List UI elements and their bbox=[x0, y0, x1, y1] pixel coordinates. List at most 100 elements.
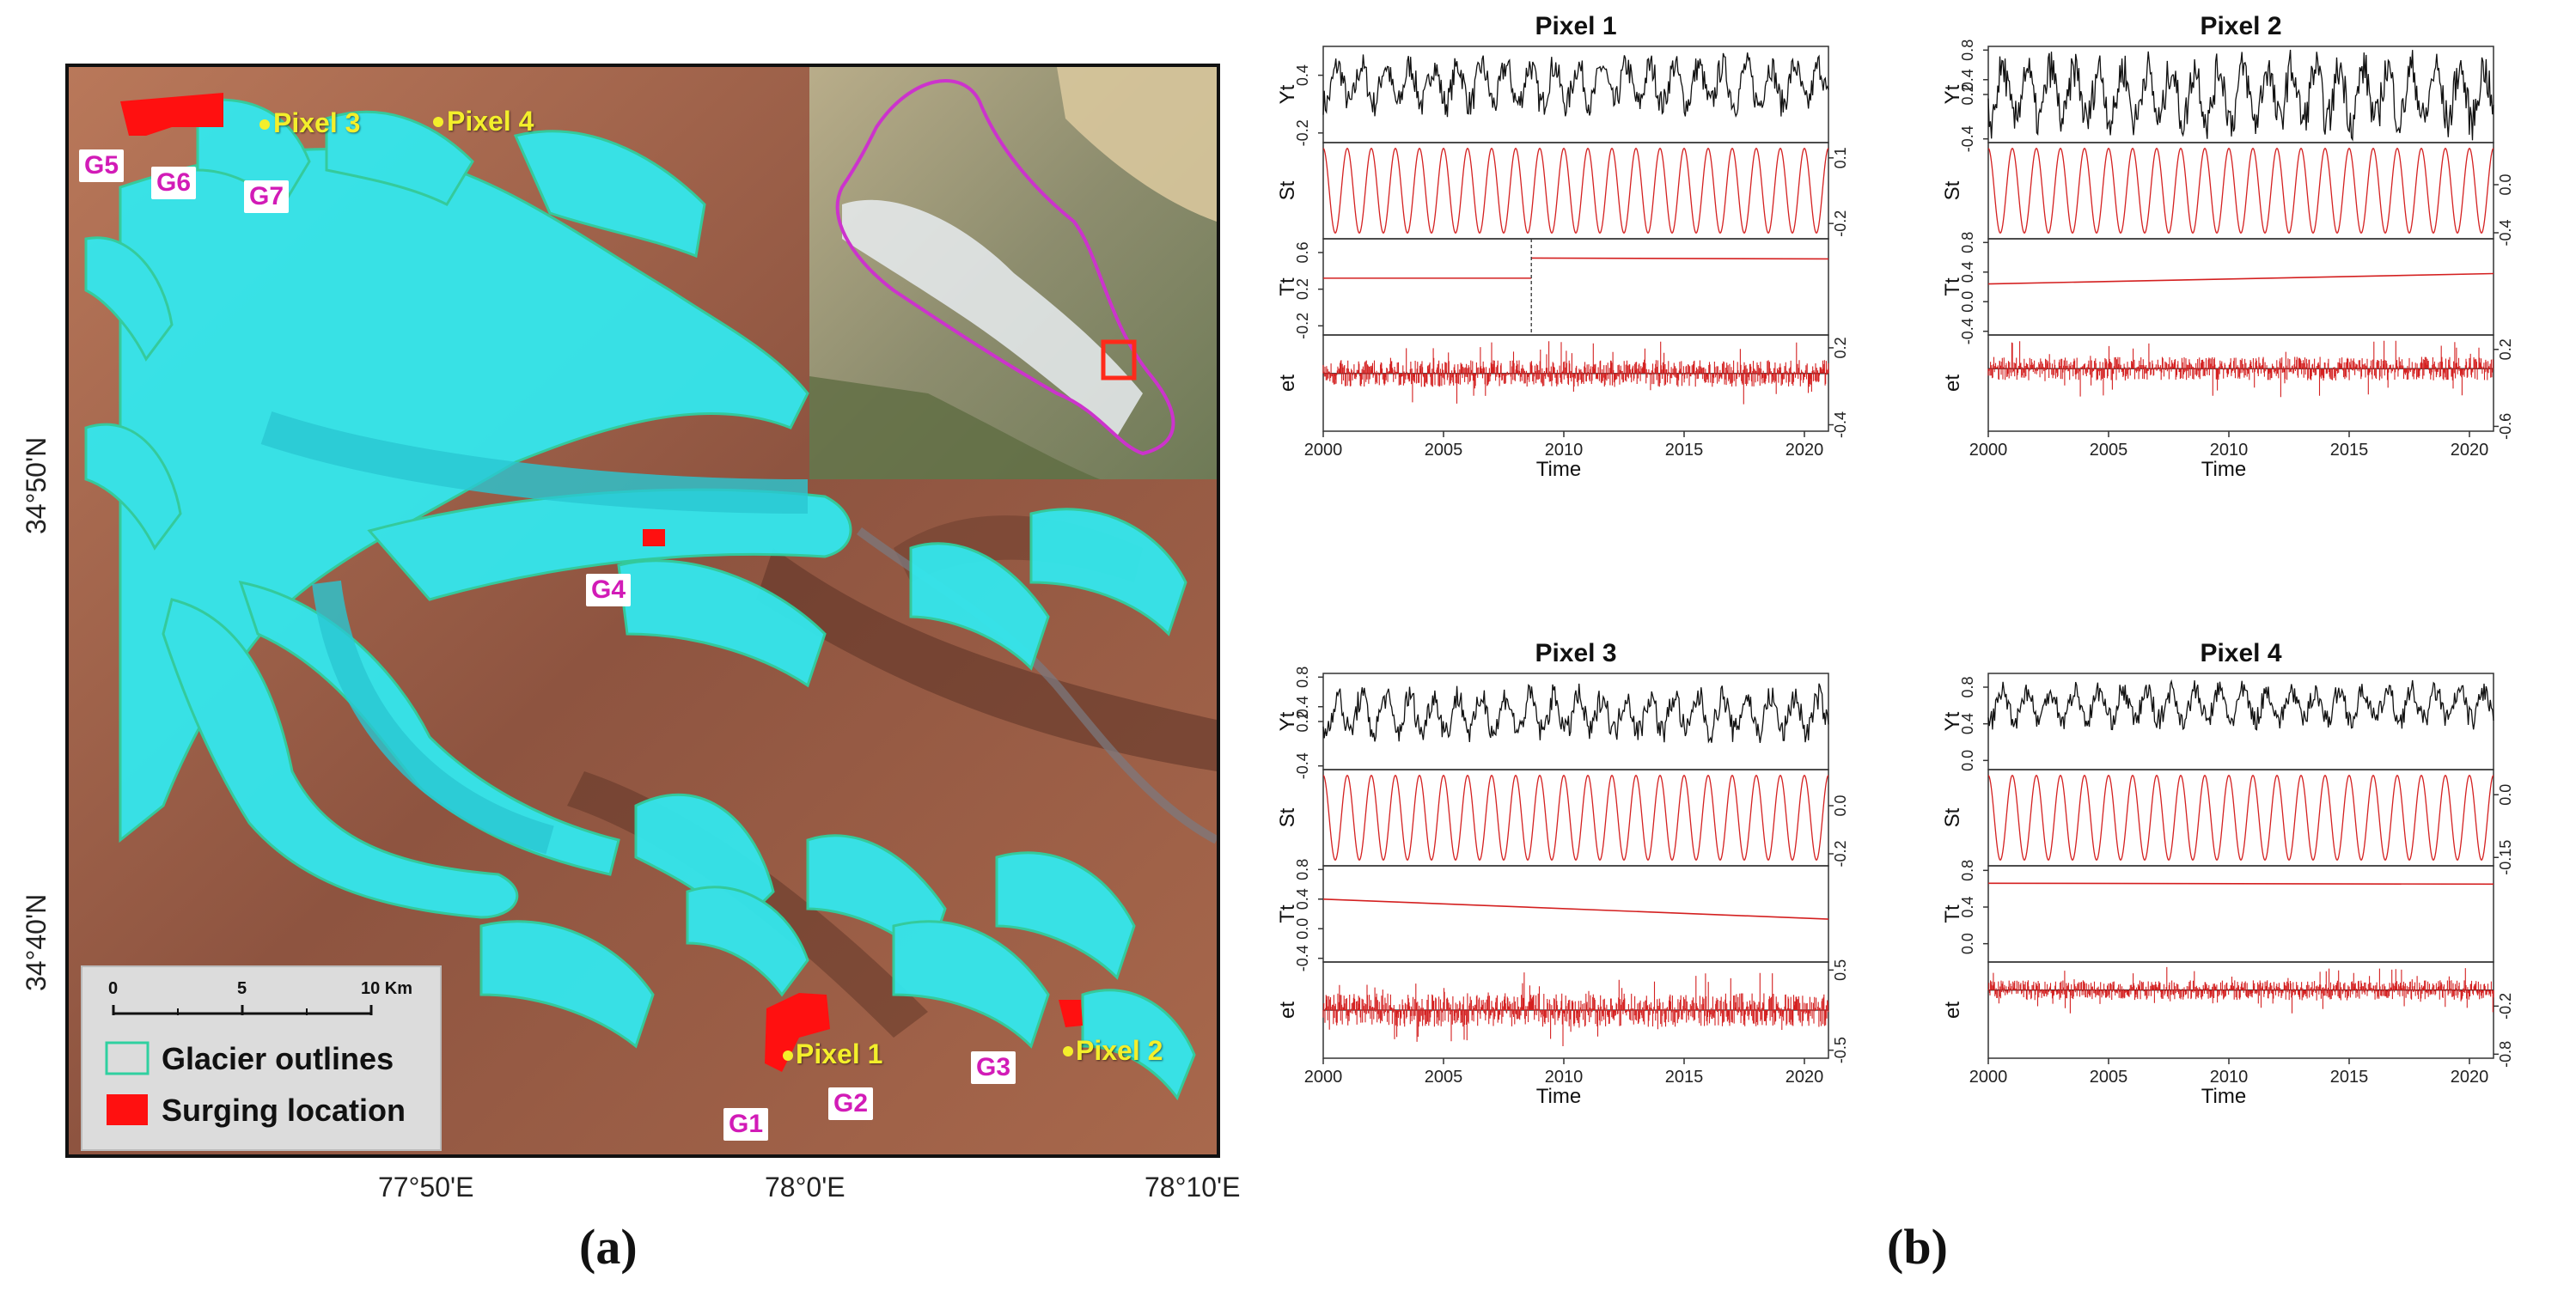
component-label: et bbox=[1941, 374, 1964, 392]
y-tick-label: 0.4 bbox=[1959, 713, 1976, 734]
y-tick-label: 0.4 bbox=[1294, 888, 1311, 910]
x-tick-label: 2020 bbox=[1785, 441, 1824, 460]
glacier-label-g6: G6 bbox=[151, 167, 197, 199]
y-tick-label: 0.2 bbox=[1294, 710, 1311, 732]
y-tick-label: 0.8 bbox=[1294, 859, 1311, 880]
scale-tick-0: 0 bbox=[108, 979, 119, 998]
component-label: Yt bbox=[1276, 711, 1299, 731]
x-tick-label: 2010 bbox=[1545, 441, 1584, 460]
y-tick-label: 0.0 bbox=[2497, 784, 2514, 806]
x-tick-label: 2000 bbox=[1304, 1068, 1343, 1087]
glacier-label-g4: G4 bbox=[586, 574, 632, 606]
seasonal-series bbox=[1987, 774, 2494, 862]
x-tick-label: 2005 bbox=[1425, 441, 1463, 460]
pixel-label-2: Pixel 2 bbox=[1076, 1035, 1163, 1066]
scale-bar bbox=[105, 1005, 373, 1125]
residual-series bbox=[1987, 966, 2494, 1014]
y-tick-label: 0.4 bbox=[1294, 696, 1311, 717]
trend-segment bbox=[1987, 882, 2494, 886]
decomposition-chart: Yt -0.2 0.4 St -0.2 0.1 Tt -0.2 0.2 0.6 et -0.4 0.2 2… bbox=[1276, 46, 1849, 481]
inset-lowland bbox=[809, 376, 1100, 479]
y-tick-label: 0.0 bbox=[1832, 795, 1849, 816]
y-tick-label: -0.2 bbox=[1294, 313, 1311, 339]
x-axis-label: Time bbox=[2201, 458, 2246, 481]
x-tick-label: 2010 bbox=[2210, 1068, 2249, 1087]
main-glacier-trunk bbox=[312, 580, 554, 855]
y-tick-label: 0.0 bbox=[2497, 174, 2514, 195]
component-label: Tt bbox=[1276, 277, 1299, 296]
x-axis-label: Time bbox=[1536, 458, 1581, 481]
y-tick-label: 0.4 bbox=[1294, 64, 1311, 86]
component-label: St bbox=[1276, 180, 1299, 200]
study-area-box bbox=[1101, 339, 1137, 381]
x-tick-label: 2000 bbox=[1969, 441, 2008, 460]
y-tick-label: -0.2 bbox=[1832, 840, 1849, 867]
panel-frame bbox=[1987, 865, 2494, 963]
x-tick-label: 2010 bbox=[2210, 441, 2249, 460]
y-tick-label: 0.0 bbox=[1959, 291, 1976, 313]
component-label: St bbox=[1941, 807, 1964, 827]
x-tick-label: 2005 bbox=[1425, 1068, 1463, 1087]
component-label: Yt bbox=[1941, 711, 1964, 731]
panel-frame bbox=[1322, 769, 1829, 867]
decomposition-chart: Yt-0.40.20.40.8St-0.20.0Tt-0.40.00.40.8e… bbox=[1276, 667, 1849, 1108]
x-tick-label: 2010 bbox=[1545, 1068, 1584, 1087]
y-tick-label: -0.4 bbox=[1832, 411, 1849, 438]
y-tick-label: -0.4 bbox=[1294, 945, 1311, 971]
legend-label-glacier-outlines: Glacier outlines bbox=[162, 1041, 394, 1076]
glacier-label-g2: G2 bbox=[828, 1087, 874, 1120]
legend-label-surging-location: Surging location bbox=[162, 1093, 406, 1128]
panel-letter-a: (a) bbox=[579, 1219, 638, 1275]
x-tick-label: 2015 bbox=[1665, 441, 1704, 460]
observed-series bbox=[1322, 52, 1829, 118]
trend-segment bbox=[1531, 257, 1829, 260]
component-label: Tt bbox=[1941, 904, 1964, 923]
x-tick-label: 2015 bbox=[1665, 1068, 1704, 1087]
chart-title: Pixel 4 bbox=[2200, 639, 2282, 667]
y-tick-label: 0.4 bbox=[1959, 896, 1976, 917]
residual-series bbox=[1987, 340, 2494, 398]
glacier-label-g5: G5 bbox=[79, 149, 125, 182]
component-label: Tt bbox=[1941, 277, 1964, 296]
panel-frame bbox=[1987, 142, 2494, 240]
main-glacier-trunk bbox=[260, 411, 809, 514]
inset-desert bbox=[1057, 67, 1217, 222]
lat-label-34-50: 34°50'N bbox=[21, 436, 52, 534]
y-tick-label: 0.8 bbox=[1959, 860, 1976, 881]
component-label: et bbox=[1276, 374, 1299, 392]
observed-series bbox=[1987, 679, 2494, 731]
y-tick-label: -0.4 bbox=[1959, 318, 1976, 344]
y-tick-label: 0.8 bbox=[1959, 40, 1976, 61]
scale-tick-5: 5 bbox=[237, 979, 247, 998]
y-tick-label: 0.2 bbox=[1832, 337, 1849, 358]
component-label: St bbox=[1276, 807, 1299, 827]
x-tick-label: 2000 bbox=[1969, 1068, 2008, 1087]
pixel-marker bbox=[259, 119, 270, 130]
trend-segment bbox=[1987, 272, 2494, 285]
y-tick-label: 0.0 bbox=[1294, 918, 1311, 940]
pixel-label-4: Pixel 4 bbox=[447, 106, 534, 137]
panel-frame bbox=[1987, 961, 2494, 1059]
observed-series bbox=[1987, 49, 2494, 142]
map-legend: 0 5 10 Km Glacier outlines Surging locat… bbox=[81, 965, 442, 1151]
inset-map bbox=[809, 67, 1217, 479]
inset-snow bbox=[842, 199, 1143, 436]
lon-label-77-50: 77°50'E bbox=[378, 1172, 474, 1203]
y-tick-label: 0.5 bbox=[1832, 959, 1849, 981]
map-panel: Pixel 3 Pixel 4 Pixel 1 Pixel 2 G5 G6 G7… bbox=[65, 64, 1220, 1158]
seasonal-series bbox=[1987, 147, 2494, 234]
panel-frame bbox=[1322, 142, 1829, 240]
y-tick-label: -0.8 bbox=[2497, 1041, 2514, 1068]
observed-series bbox=[1322, 683, 1829, 744]
y-tick-label: -0.2 bbox=[1294, 119, 1311, 146]
lon-label-78-0: 78°0'E bbox=[765, 1172, 845, 1203]
decomposition-chart: Yt 0.0 0.4 0.8 St -0.15 0.0 Tt 0.0 0.4 0.8 et -0.8 -0… bbox=[1941, 673, 2514, 1108]
y-tick-label: 0.8 bbox=[1959, 676, 1976, 697]
y-tick-label: -0.4 bbox=[1959, 125, 1976, 152]
study-area-outline bbox=[835, 79, 1175, 456]
y-tick-label: 0.6 bbox=[1294, 241, 1311, 263]
glacier-label-g7: G7 bbox=[244, 180, 290, 213]
y-tick-label: -0.15 bbox=[2497, 840, 2514, 875]
x-tick-label: 2015 bbox=[2330, 1068, 2369, 1087]
chart-title: Pixel 2 bbox=[2200, 12, 2282, 40]
